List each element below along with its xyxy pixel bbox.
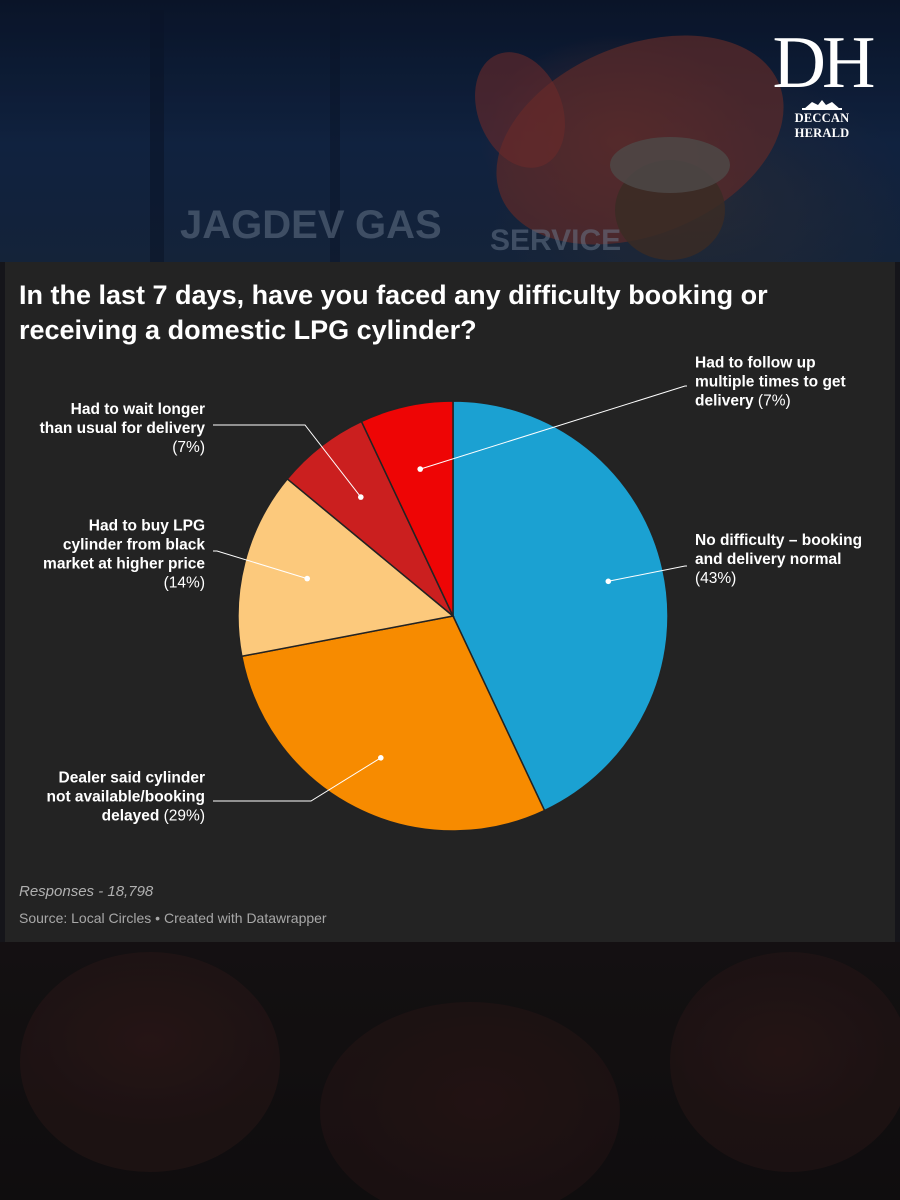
leader-line-3 — [213, 550, 308, 580]
logo-text: DECCAN HERALD — [794, 111, 850, 140]
slice-label-2: Dealer said cylinder not available/bookin… — [47, 770, 205, 825]
slice-pct-1: (43%) — [695, 570, 736, 587]
background-text-1: JAGDEV — [180, 203, 345, 247]
leader-line-4 — [213, 424, 362, 498]
emblem-icon — [802, 100, 842, 110]
pie-slice-3 — [237, 477, 455, 658]
leader-dot-5 — [417, 466, 424, 472]
slice-label-3: Had to buy LPG cylinder from black market … — [43, 518, 205, 592]
background-text-2: GAS — [355, 203, 442, 247]
background-cylinders — [0, 942, 900, 1200]
background-photo-scene: JAGDEV GAS SERVICE — [0, 0, 900, 262]
source-note: Source: Local Circles • Created with Dat… — [19, 910, 327, 926]
background-photo-bottom — [0, 942, 900, 1200]
slice-pct-5: (7%) — [754, 393, 791, 410]
pie-labels: No difficulty – booking and delivery norm… — [40, 355, 862, 825]
leader-line-2 — [213, 757, 382, 802]
leader-line-1 — [608, 565, 687, 582]
leader-dot-4 — [358, 494, 364, 500]
chart-title: In the last 7 days, have you faced any d… — [19, 280, 768, 345]
responses-note: Responses - 18,798 — [19, 883, 154, 900]
pie-slice-1 — [452, 400, 669, 812]
background-text-3: SERVICE — [490, 224, 621, 257]
deccan-herald-logo: DH DECCAN HERALD — [766, 22, 878, 141]
leader-dot-2 — [378, 755, 384, 761]
logo-mark: DH — [772, 22, 876, 104]
background-photo-top: JAGDEV GAS SERVICE — [0, 0, 900, 262]
slice-label-4: Had to wait longer than usual for deliver… — [40, 401, 206, 456]
pie-slices — [237, 400, 669, 832]
pie-slice-2 — [240, 615, 546, 832]
slice-label-5: Had to follow up multiple times to get del… — [695, 355, 846, 410]
slice-pct-3: (14%) — [164, 575, 205, 592]
leader-line-5 — [420, 385, 687, 470]
chart-panel: In the last 7 days, have you faced any d… — [5, 262, 895, 942]
pie-chart: No difficulty – booking and delivery norm… — [40, 355, 862, 832]
leader-dot-1 — [605, 578, 612, 585]
slice-pct-2: (29%) — [159, 808, 205, 825]
slice-pct-4: (7%) — [172, 439, 205, 456]
leader-dot-3 — [304, 575, 311, 582]
slice-label-1: No difficulty – booking and delivery norm… — [695, 532, 862, 587]
pie-slice-5 — [360, 400, 454, 617]
